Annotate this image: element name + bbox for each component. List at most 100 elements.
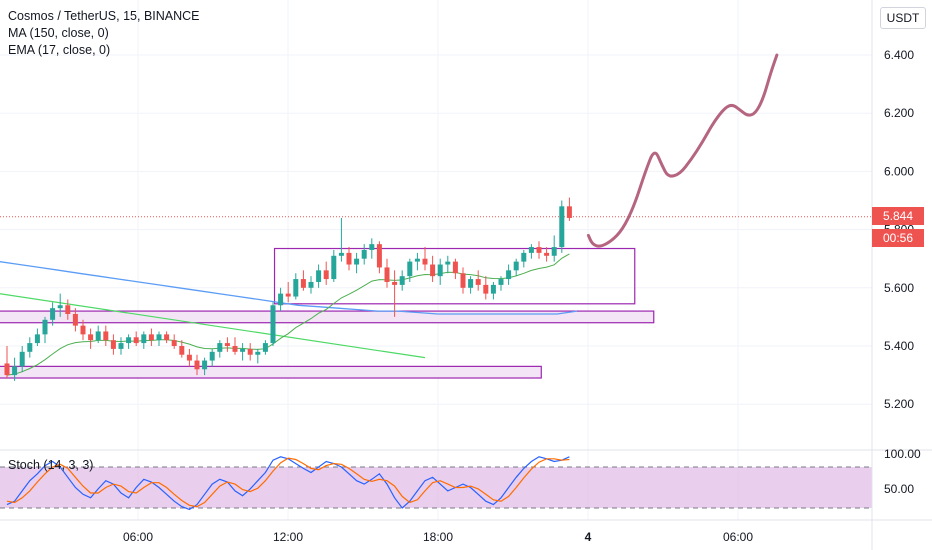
candle-body <box>407 261 413 277</box>
price-tick-label: 5.600 <box>884 281 914 295</box>
stoch-lines <box>6 456 570 511</box>
grid <box>0 0 872 520</box>
trendline <box>0 293 426 359</box>
candle-body <box>240 348 246 352</box>
candle-body <box>12 366 18 376</box>
candle-body <box>186 354 192 361</box>
time-tick-label: 12:00 <box>273 530 303 544</box>
ma-legend: MA (150, close, 0) <box>8 26 109 40</box>
time-tick-label: 06:00 <box>123 530 153 544</box>
candle-body <box>171 340 177 346</box>
candle-body <box>544 252 550 256</box>
candle-body <box>559 206 565 248</box>
price-tick-label: 6.200 <box>884 106 914 120</box>
candle-body <box>164 334 170 341</box>
stoch-d-line <box>6 457 570 508</box>
candle-body <box>528 247 534 253</box>
indicator-lines <box>0 216 872 376</box>
candle-body <box>202 360 208 370</box>
candle-body <box>376 244 382 268</box>
candle-body <box>414 258 420 262</box>
candle-body <box>338 252 344 256</box>
time-tick-label: 18:00 <box>423 530 453 544</box>
candle-body <box>430 264 436 277</box>
candle-body <box>445 261 451 265</box>
ma150-line <box>0 261 578 315</box>
ema17-line <box>6 253 570 376</box>
time-tick-label: 4 <box>585 530 592 544</box>
candle-body <box>262 343 268 352</box>
candle-body <box>224 343 230 346</box>
range-box <box>0 365 542 379</box>
projection-curve <box>586 53 779 248</box>
candle-body <box>361 249 367 259</box>
candle-body <box>490 284 496 294</box>
currency-selector[interactable]: USDT <box>880 7 926 29</box>
price-tick-label: 6.400 <box>884 48 914 62</box>
candle-body <box>156 334 162 341</box>
candle-body <box>232 346 238 352</box>
candle-body <box>80 325 86 335</box>
candle-body <box>141 334 147 344</box>
candle-body <box>551 247 557 256</box>
candle-body <box>19 351 25 367</box>
candle-body <box>110 340 116 349</box>
candle-body <box>323 270 329 280</box>
candle-body <box>483 284 489 294</box>
candle-body <box>468 279 474 288</box>
candle-body <box>255 351 261 355</box>
candle-body <box>247 348 253 355</box>
candle-body <box>475 279 481 285</box>
range-box <box>0 310 655 324</box>
candle-body <box>57 305 63 309</box>
price-tick-label: 5.200 <box>884 397 914 411</box>
last-price-tag: 5.844 <box>872 207 924 225</box>
drawing-boxes <box>0 247 655 379</box>
stoch-band <box>0 466 872 509</box>
candle-body <box>506 270 512 280</box>
candle-body <box>133 337 139 344</box>
candle-body <box>346 252 352 265</box>
candle-body <box>331 255 337 280</box>
stoch-tick-label: 50.00 <box>884 482 914 496</box>
candle-body <box>72 313 78 326</box>
candle-body <box>194 360 200 370</box>
candle-body <box>118 343 124 349</box>
candle-body <box>278 293 284 306</box>
candle-body <box>88 334 94 341</box>
candle-body <box>95 331 101 341</box>
ema-legend: EMA (17, close, 0) <box>8 43 111 57</box>
candle-body <box>452 261 458 274</box>
range-box <box>273 247 636 305</box>
candles <box>4 197 572 381</box>
candle-body <box>437 264 443 277</box>
stoch-legend: Stoch (14, 3, 3) <box>8 458 94 472</box>
stoch-tick-label: 100.00 <box>884 447 921 461</box>
candle-body <box>536 247 542 253</box>
stoch-band-fill <box>0 467 872 508</box>
candle-body <box>65 305 71 314</box>
candle-body <box>27 343 33 352</box>
candle-body <box>369 244 375 250</box>
candle-body <box>293 279 299 297</box>
drawings <box>586 53 779 248</box>
candle-body <box>498 279 504 285</box>
candle-body <box>308 281 314 288</box>
candle-body <box>521 252 527 262</box>
candle-body <box>217 343 223 352</box>
candle-body <box>209 351 215 361</box>
candle-body <box>126 337 132 344</box>
time-tick-label: 06:00 <box>723 530 753 544</box>
candle-body <box>354 258 360 265</box>
candle-body <box>392 281 398 285</box>
price-tick-label: 6.000 <box>884 164 914 178</box>
candle-body <box>270 305 276 344</box>
price-tick-label: 5.400 <box>884 339 914 353</box>
candle-body <box>422 258 428 265</box>
candle-body <box>4 363 10 376</box>
candle-body <box>103 331 109 341</box>
candle-body <box>300 279 306 288</box>
candle-body <box>148 334 154 341</box>
